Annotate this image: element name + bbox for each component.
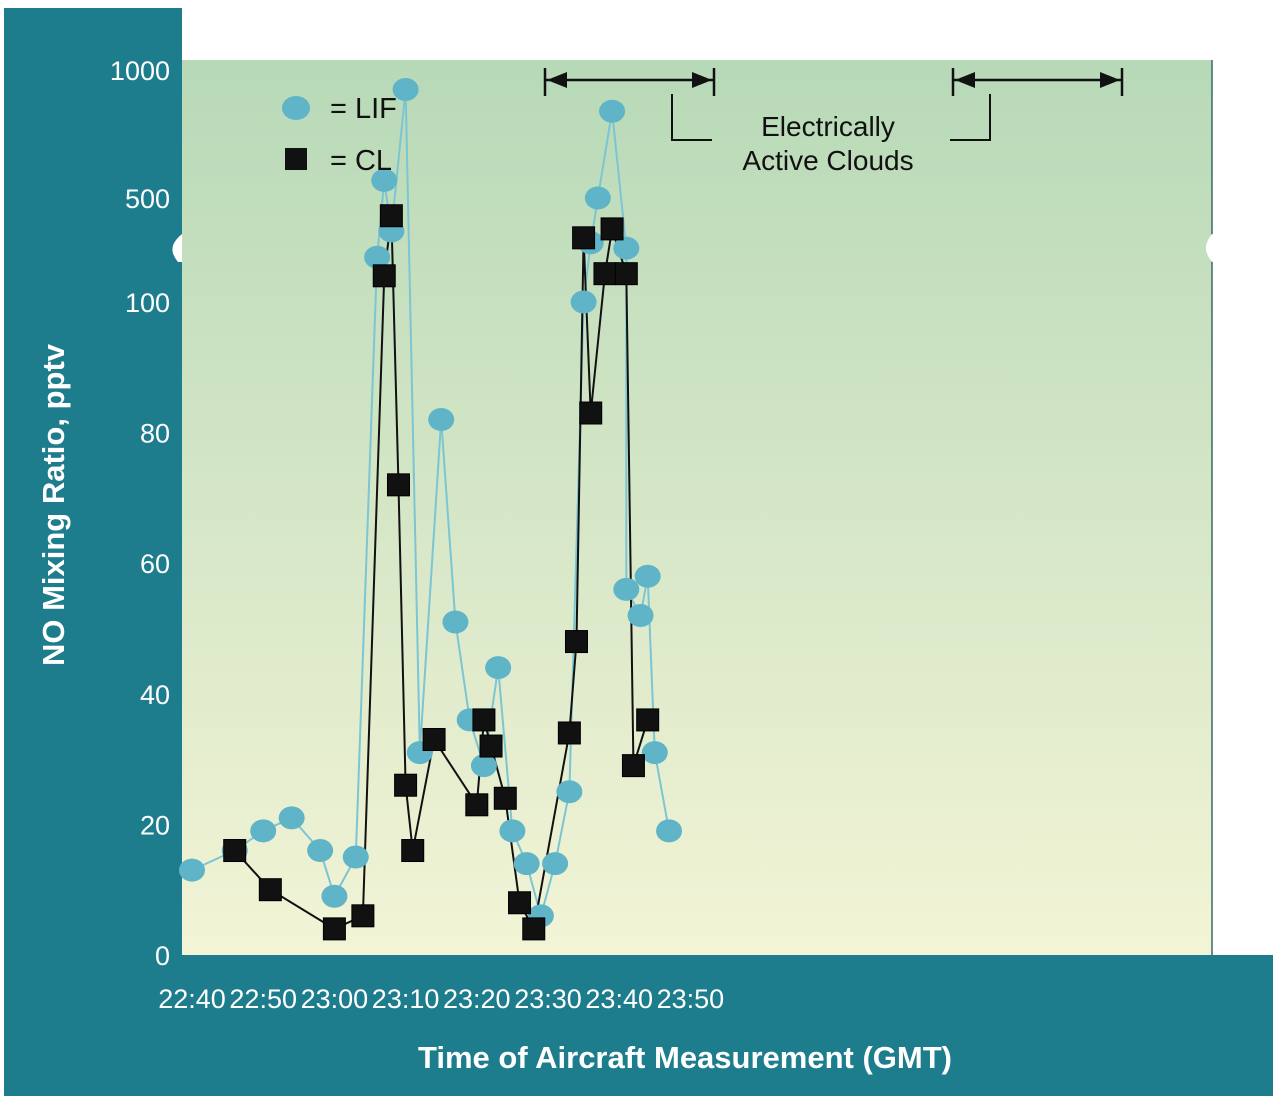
- x-tick-label: 23:20: [443, 984, 511, 1014]
- span-arrow-1-head-right: [692, 72, 712, 88]
- x-tick-label: 22:50: [229, 984, 297, 1014]
- lif-point: [485, 656, 512, 680]
- x-tick-label: 23:10: [372, 984, 440, 1014]
- y-axis-ticks: 0 20 40 60 80 100 500 1000: [110, 56, 170, 971]
- cl-point: [572, 226, 596, 250]
- span-arrow-2-head-left: [955, 72, 975, 88]
- cl-point: [579, 401, 603, 425]
- y-tick-label: 0: [155, 941, 170, 971]
- cl-point: [372, 264, 396, 288]
- cl-point: [322, 917, 346, 941]
- span-arrow-2-head-right: [1100, 72, 1120, 88]
- cl-point: [258, 878, 282, 902]
- y-tick-label: 60: [140, 549, 170, 579]
- x-tick-label: 23:30: [514, 984, 582, 1014]
- lif-point: [307, 839, 334, 863]
- legend: = LIF = CL: [282, 93, 397, 177]
- legend-cl-marker: [285, 148, 307, 170]
- lif-point: [371, 168, 398, 192]
- y-tick-label: 20: [140, 810, 170, 840]
- cl-point: [564, 630, 588, 654]
- annotation-bracket-right: [950, 94, 991, 141]
- frame-left-band: [4, 8, 182, 1096]
- y-axis-title: NO Mixing Ratio, pptv: [36, 343, 71, 666]
- annotation-electrically-active-clouds: Electrically Active Clouds: [543, 68, 1124, 176]
- x-tick-label: 22:40: [158, 984, 226, 1014]
- lif-point: [442, 610, 469, 634]
- cl-point: [522, 917, 546, 941]
- lif-point: [584, 186, 611, 210]
- lif-point: [599, 99, 626, 123]
- cl-point: [465, 793, 489, 817]
- legend-lif-label: = LIF: [330, 93, 397, 125]
- annotation-line-2: Active Clouds: [742, 145, 913, 176]
- cl-point: [493, 786, 517, 810]
- x-tick-label: 23:00: [301, 984, 369, 1014]
- lif-point: [364, 245, 391, 269]
- plot-area: [182, 60, 1212, 955]
- y-tick-label: 80: [140, 419, 170, 449]
- axis-break-right: [1206, 234, 1223, 262]
- y-tick-label: 500: [125, 184, 170, 214]
- lif-point: [470, 754, 497, 778]
- cl-point: [557, 721, 581, 745]
- lif-point: [392, 77, 419, 101]
- lif-point: [656, 819, 683, 843]
- cl-point: [593, 262, 617, 286]
- cl-point: [223, 839, 247, 863]
- annotation-line-1: Electrically: [761, 111, 895, 142]
- y-tick-label: 100: [125, 288, 170, 318]
- lif-point: [641, 741, 668, 765]
- lif-point: [179, 858, 205, 882]
- cl-point: [479, 734, 503, 758]
- cl-point: [379, 204, 403, 228]
- lif-point: [570, 290, 597, 314]
- legend-cl-label: = CL: [330, 145, 392, 177]
- lif-point: [556, 780, 583, 804]
- cl-point: [508, 891, 532, 915]
- cl-point: [386, 473, 410, 497]
- cl-point: [351, 904, 375, 928]
- x-tick-label: 23:50: [657, 984, 725, 1014]
- y-tick-label: 1000: [110, 56, 170, 86]
- lif-point: [627, 603, 654, 627]
- lif-point: [613, 577, 640, 601]
- lif-point: [499, 819, 526, 843]
- x-tick-label: 23:40: [585, 984, 653, 1014]
- lif-point: [428, 408, 455, 432]
- legend-lif-marker: [282, 96, 310, 120]
- lif-point: [321, 884, 348, 908]
- cl-point: [636, 708, 660, 732]
- lif-point: [278, 806, 305, 830]
- cl-point: [621, 754, 645, 778]
- lif-point: [513, 852, 540, 876]
- lif-point: [634, 564, 661, 588]
- cl-point: [472, 708, 496, 732]
- cl-series-markers: [223, 204, 660, 941]
- lif-point: [250, 819, 277, 843]
- y-tick-label: 40: [140, 680, 170, 710]
- frame-bottom-band: [4, 955, 1273, 1096]
- cl-point: [422, 728, 446, 752]
- lif-point: [542, 852, 569, 876]
- span-arrow-1-head-left: [547, 72, 567, 88]
- x-axis-title: Time of Aircraft Measurement (GMT): [418, 1040, 952, 1075]
- cl-point: [394, 773, 418, 797]
- cl-point: [401, 839, 425, 863]
- cl-point: [600, 217, 624, 241]
- axis-break-left: [172, 234, 182, 262]
- lif-point: [342, 845, 369, 869]
- x-axis-ticks: 22:40 22:50 23:00 23:10 23:20 23:30 23:40 23:50: [158, 984, 724, 1014]
- cl-point: [614, 262, 638, 286]
- annotation-bracket-left: [671, 94, 712, 141]
- lif-point: [613, 236, 640, 260]
